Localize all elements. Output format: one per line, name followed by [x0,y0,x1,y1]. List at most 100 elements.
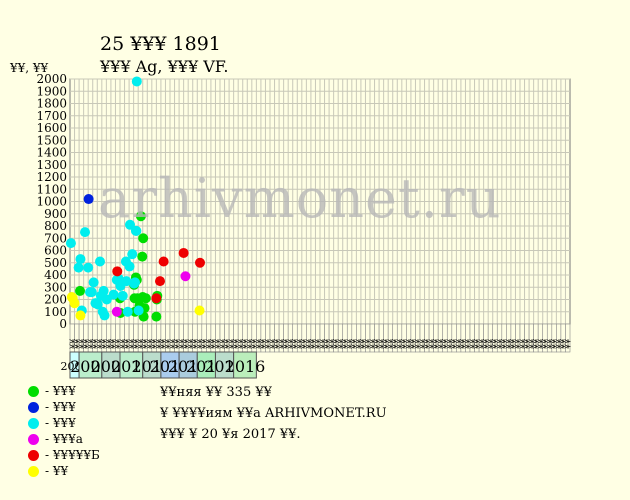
month-tick-label: ¥¥ [446,339,455,349]
y-tick-label: 800 [44,219,67,233]
month-tick-label: ¥¥ [259,339,268,349]
y-tick-label: 400 [44,268,67,282]
legend-item: - ¥¥¥ [28,399,100,415]
data-point [83,262,94,273]
month-tick-label: ¥¥ [396,339,405,349]
legend: - ¥¥¥ - ¥¥¥ - ¥¥¥ - ¥¥¥a - ¥¥¥¥¥Б - ¥¥ [28,383,100,479]
month-tick-label: ¥¥ [377,339,386,349]
legend-label: - ¥¥ [45,464,69,478]
legend-item: - ¥¥¥a [28,431,100,447]
y-tick-label: 1500 [36,133,67,147]
month-tick-label: ¥¥ [459,339,468,349]
data-point [140,293,151,304]
y-tick-label: 1400 [36,146,67,160]
month-tick-label: ¥¥ [173,339,182,349]
month-tick-label: ¥¥ [391,339,400,349]
y-tick-label: 2000 [36,72,67,86]
month-tick-label: ¥¥ [105,339,114,349]
month-tick-label: ¥¥ [441,339,450,349]
legend-label: - ¥¥¥a [45,432,83,446]
data-point [73,262,84,273]
month-tick-label: ¥¥ [177,339,186,349]
data-point [137,251,148,262]
data-point [151,311,162,322]
month-tick-label: ¥¥ [386,339,395,349]
month-tick-label: ¥¥ [123,339,132,349]
legend-item: - ¥¥¥ [28,415,100,431]
month-tick-label: ¥¥ [464,339,473,349]
month-tick-label: ¥¥ [536,339,545,349]
y-tick-label: 1600 [36,121,67,135]
month-tick-label: ¥¥ [309,339,318,349]
legend-swatch [28,465,39,477]
watermark: arhivmonet.ru [98,167,502,230]
month-tick-label: ¥¥ [296,339,305,349]
y-tick-label: 700 [44,231,67,245]
month-tick-label: ¥¥ [368,339,377,349]
month-tick-label: ¥¥ [286,339,295,349]
month-tick-label: ¥¥ [246,339,255,349]
month-tick-label: ¥¥ [364,339,373,349]
month-tick-label: ¥¥ [496,339,505,349]
month-tick-label: ¥¥ [550,339,559,349]
month-tick-label: ¥¥ [505,339,514,349]
legend-label: - ¥¥¥ [45,384,76,398]
y-tick-label: 500 [44,256,67,270]
month-tick-label: ¥¥ [273,339,282,349]
month-tick-label: ¥¥ [477,339,486,349]
legend-item: - ¥¥¥¥¥Б [28,447,100,463]
month-tick-label: ¥¥ [414,339,423,349]
year-label: 2008 [70,357,111,376]
y-tick-label: 1000 [36,195,67,209]
data-point [108,289,119,300]
month-tick-label: ¥¥ [423,339,432,349]
legend-item: - ¥¥¥ [28,383,100,399]
y-tick-label: 1200 [36,170,67,184]
y-tick-label: 900 [44,207,67,221]
month-tick-label: ¥¥ [68,339,77,349]
data-point [131,76,142,87]
data-point [178,247,189,258]
month-tick-label: ¥¥ [523,339,532,349]
month-tick-label: ¥¥ [473,339,482,349]
note-average: ¥¥няя ¥¥ 335 ¥¥ [160,385,272,400]
data-point [135,211,146,222]
data-point [158,256,169,267]
month-tick-label: ¥¥ [100,339,109,349]
month-tick-label: ¥¥ [150,339,159,349]
month-tick-label: ¥¥ [214,339,223,349]
y-tick-label: 600 [44,244,67,258]
month-tick-label: ¥¥ [336,339,345,349]
month-tick-label: ¥¥ [432,339,441,349]
price-chart: 0100200300400500600700800900100011001200… [36,72,573,379]
month-cell [565,323,571,353]
data-point [86,287,97,298]
month-tick-label: ¥¥ [132,339,141,349]
month-tick-label: ¥¥ [455,339,464,349]
month-tick-label: ¥¥ [382,339,391,349]
month-tick-label: ¥¥ [236,339,245,349]
data-point [133,305,144,316]
y-tick-label: 1300 [36,158,67,172]
y-axis-label: ¥¥, ¥¥ [10,61,49,75]
month-tick-label: ¥¥ [450,339,459,349]
note-source: ¥ ¥¥¥¥иям ¥¥a ARHIVMONET.RU [160,406,387,421]
data-point [127,249,138,260]
legend-swatch [28,417,39,429]
month-tick-label: ¥¥ [305,339,314,349]
month-tick-label: ¥¥ [327,339,336,349]
month-tick-label: ¥¥ [191,339,200,349]
y-tick-label: 300 [44,280,67,294]
year-label: 2016 [225,357,266,376]
month-tick-label: ¥¥ [546,339,555,349]
data-point [111,306,122,317]
month-tick-label: ¥¥ [209,339,218,349]
month-tick-label: ¥¥ [255,339,264,349]
data-point [98,285,109,296]
month-tick-label: ¥¥ [164,339,173,349]
month-tick-label: ¥¥ [418,339,427,349]
month-tick-label: ¥¥ [114,339,123,349]
month-tick-label: ¥¥ [509,339,518,349]
month-tick-label: ¥¥ [527,339,536,349]
legend-swatch [28,401,39,413]
